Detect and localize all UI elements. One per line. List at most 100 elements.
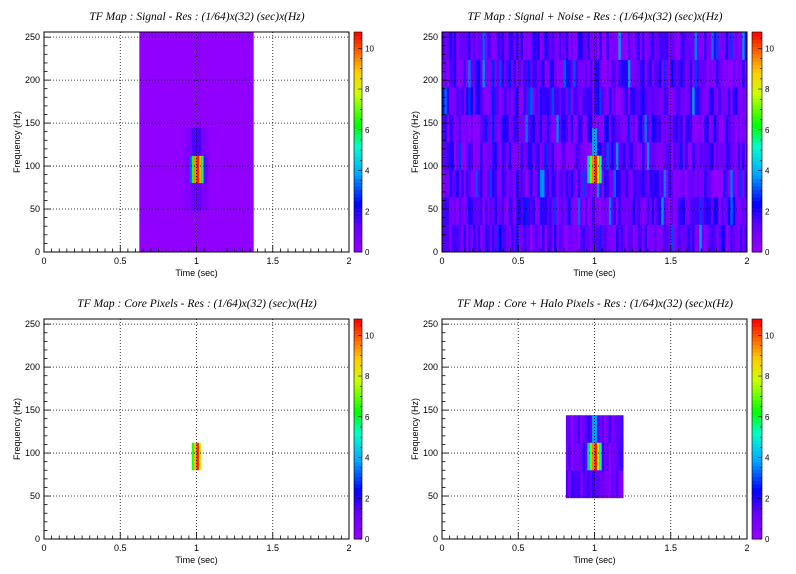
noise-cell: [527, 142, 531, 170]
noise-cell: [451, 142, 455, 170]
noise-cell: [620, 59, 624, 88]
noise-cell: [496, 32, 500, 60]
color-bar: 0 2 4 6 8 10: [751, 318, 774, 544]
color-bar-segment: [354, 447, 362, 452]
noise-cell: [587, 197, 591, 225]
noise-cell: [484, 169, 488, 198]
noise-cell: [553, 142, 557, 170]
noise-cell: [513, 32, 517, 60]
noise-cell: [663, 87, 667, 115]
noise-cell: [668, 114, 672, 143]
heatmap-cell: [587, 442, 590, 471]
color-bar-segment: [752, 43, 762, 48]
noise-cell: [632, 59, 636, 88]
noise-cell: [711, 169, 715, 198]
noise-cell: [615, 224, 619, 253]
panel-title: TF Map : Signal - Res : (1/64)x(32) (sec…: [89, 11, 304, 23]
color-bar-segment: [752, 319, 762, 324]
halo-cell: [596, 415, 600, 444]
noise-cell: [642, 197, 645, 225]
noise-cell: [620, 114, 624, 143]
noise-cell: [544, 32, 548, 60]
noise-cell: [592, 224, 595, 253]
noise-cell: [494, 142, 498, 170]
noise-cell: [470, 169, 474, 198]
color-bar-segment: [752, 35, 762, 40]
noise-cell: [456, 87, 460, 115]
heatmap-cells: [442, 32, 748, 253]
noise-cell: [723, 224, 726, 253]
color-bar-segment: [752, 392, 762, 397]
noise-cell: [611, 169, 614, 198]
noise-cell: [534, 224, 538, 253]
noise-cell: [718, 87, 722, 115]
noise-cell: [713, 59, 717, 88]
color-bar-segment: [354, 396, 362, 401]
color-bar-segment: [354, 440, 362, 445]
halo-cell: [615, 442, 619, 471]
noise-cell: [461, 224, 464, 253]
noise-cell: [668, 32, 672, 60]
color-bar-segment: [752, 418, 762, 423]
noise-cell: [442, 224, 445, 253]
noise-cell: [744, 114, 748, 143]
color-bar-tick-label: 6: [765, 413, 770, 422]
color-bar-segment: [752, 237, 762, 242]
noise-cell: [558, 114, 562, 143]
noise-cell: [446, 142, 450, 170]
halo-cell: [613, 442, 617, 471]
halo-cell: [611, 470, 614, 499]
color-bar-segment: [752, 495, 762, 500]
noise-cell: [561, 197, 564, 225]
noise-cell: [499, 114, 502, 143]
noise-cell: [606, 197, 610, 225]
noise-cell: [723, 59, 726, 88]
noise-cell: [527, 224, 531, 253]
grid: [44, 32, 349, 252]
noise-cell: [730, 114, 734, 143]
noise-cell: [523, 87, 526, 115]
noise-cell: [673, 87, 676, 115]
noise-cell: [737, 32, 741, 60]
halo-cell: [577, 415, 581, 444]
noise-cell: [596, 169, 600, 198]
noise-cell: [546, 142, 550, 170]
noise-cell: [520, 197, 524, 225]
noise-cell: [551, 197, 555, 225]
noise-cell: [573, 142, 576, 170]
noise-cell: [463, 114, 467, 143]
noise-cell: [735, 32, 738, 60]
color-bar-segment: [354, 76, 362, 81]
noise-cell: [737, 87, 741, 115]
noise-cell: [692, 169, 695, 198]
color-bar-tick-label: 2: [765, 207, 770, 216]
y-tick-label: 150: [423, 118, 438, 128]
noise-cell: [511, 87, 514, 115]
halo-cell: [575, 442, 579, 471]
noise-cell: [556, 142, 560, 170]
color-bar-tick-label: 2: [365, 494, 370, 503]
noise-cell: [706, 114, 710, 143]
x-tick-label: 1: [194, 256, 199, 266]
noise-cell: [727, 32, 731, 60]
color-bar-segment: [354, 432, 362, 437]
color-bar-tick-label: 8: [765, 372, 770, 381]
noise-cell: [456, 114, 460, 143]
noise-cell: [732, 87, 736, 115]
noise-cell: [494, 32, 498, 60]
noise-cell: [553, 59, 557, 88]
x-tick-label: 0.5: [114, 256, 127, 266]
color-bar-segment: [752, 127, 762, 132]
noise-cell: [542, 114, 545, 143]
noise-cell: [685, 32, 688, 60]
color-bar-segment: [354, 193, 362, 198]
noise-cell: [694, 142, 698, 170]
noise-cell: [580, 224, 583, 253]
noise-cell: [532, 197, 536, 225]
noise-cell: [577, 32, 581, 60]
noise-cell: [487, 142, 491, 170]
noise-cell: [468, 224, 471, 253]
noise-cell: [699, 169, 703, 198]
noise-cell: [451, 224, 455, 253]
halo-cell: [611, 442, 614, 471]
